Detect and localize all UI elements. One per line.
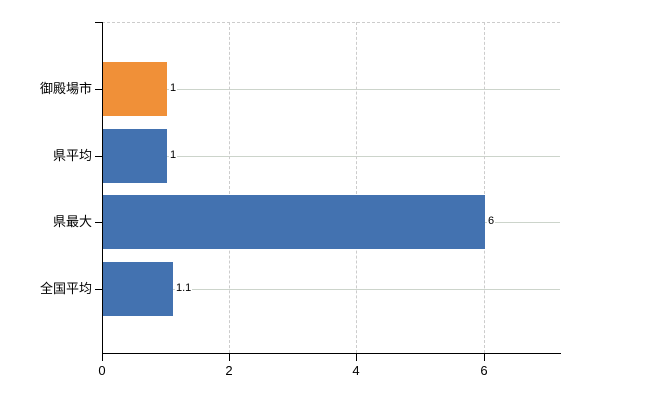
- category-tick: [95, 289, 102, 290]
- category-tick: [95, 156, 102, 157]
- x-tick-label: 2: [225, 363, 233, 378]
- x-axis: [102, 353, 561, 354]
- bar-2: [103, 195, 485, 249]
- value-label: 1.1: [175, 282, 193, 295]
- v-gridline: [356, 22, 357, 353]
- v-gridline: [484, 22, 485, 353]
- x-tick: [102, 353, 103, 361]
- x-tick-label: 4: [352, 363, 360, 378]
- value-label: 1: [169, 149, 178, 162]
- category-tick: [95, 89, 102, 90]
- h-gridline: [102, 89, 560, 90]
- value-label: 1: [169, 82, 178, 95]
- category-tick: [95, 222, 102, 223]
- category-label: 県最大: [52, 214, 92, 229]
- y-axis-end-tick: [95, 22, 102, 23]
- v-gridline: [229, 22, 230, 353]
- x-tick: [484, 353, 485, 361]
- y-axis: [102, 22, 103, 353]
- bar-0: [103, 62, 167, 116]
- category-label: 全国平均: [39, 281, 92, 296]
- category-label: 御殿場市: [39, 81, 92, 96]
- h-gridline: [102, 289, 560, 290]
- x-tick-label: 6: [480, 363, 488, 378]
- x-tick-label: 0: [98, 363, 106, 378]
- h-gridline: [102, 156, 560, 157]
- value-label: 6: [487, 215, 496, 228]
- plot-top-border: [102, 22, 560, 23]
- category-label: 県平均: [52, 148, 92, 163]
- x-tick: [356, 353, 357, 361]
- x-tick: [229, 353, 230, 361]
- bar-1: [103, 129, 167, 183]
- bar-3: [103, 262, 173, 316]
